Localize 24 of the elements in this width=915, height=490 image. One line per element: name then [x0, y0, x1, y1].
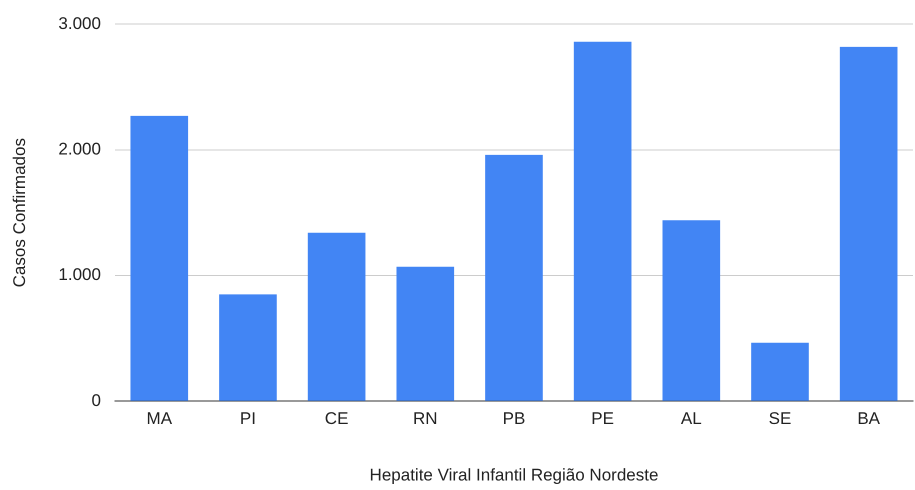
bar	[396, 266, 454, 401]
x-tick-label: RN	[413, 409, 438, 428]
bar	[485, 154, 543, 401]
y-tick-label: 3.000	[58, 14, 101, 33]
x-tick-label: MA	[146, 409, 173, 428]
y-tick-label: 0	[91, 390, 101, 410]
bar	[840, 46, 898, 401]
x-tick-label: BA	[857, 409, 881, 428]
bar	[130, 116, 188, 401]
y-tick-label: 1.000	[58, 265, 101, 284]
bar	[662, 220, 720, 401]
x-axis-title: Hepatite Viral Infantil Região Nordeste	[370, 465, 658, 484]
bar	[308, 232, 366, 401]
x-tick-label: AL	[680, 409, 702, 428]
bar	[219, 294, 277, 401]
x-tick-label: PI	[240, 409, 256, 428]
x-tick-label: SE	[768, 409, 792, 428]
bar	[751, 342, 809, 401]
x-tick-label: CE	[324, 409, 348, 428]
x-tick-label: PB	[502, 409, 526, 428]
y-tick-label: 2.000	[58, 140, 101, 159]
y-axis-title: Casos Confirmados	[10, 138, 29, 288]
bar	[574, 42, 632, 401]
x-tick-label: PE	[591, 409, 614, 428]
